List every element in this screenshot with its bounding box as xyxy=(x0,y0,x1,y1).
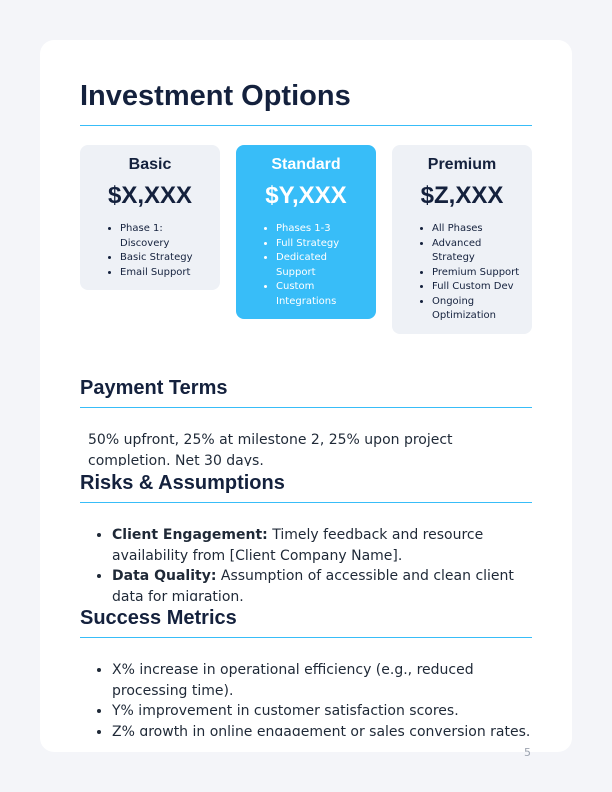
heading: Success Metrics xyxy=(80,607,237,629)
feature: Full Custom Dev xyxy=(432,280,522,295)
tier-name: Premium xyxy=(427,156,497,173)
metric-item: Y% improvement in customer satisfaction … xyxy=(112,701,532,722)
feature: Basic Strategy xyxy=(120,251,210,266)
risk-text: Timely feedback and resource availabilit… xyxy=(112,527,484,564)
tier-price: $Z,XXX xyxy=(420,182,504,209)
tier-card: Premium $Z,XXX All PhasesAdvanced Strategy… xyxy=(392,145,532,334)
rule xyxy=(80,637,532,638)
heading: Risks & Assumptions xyxy=(80,472,285,494)
feature: Advanced Strategy xyxy=(432,237,522,266)
risk-label: Client Engagement: xyxy=(112,527,268,543)
feature: Email Support xyxy=(120,266,210,281)
feature: Premium Support xyxy=(432,266,522,281)
tier-price: $X,XXX xyxy=(107,182,193,209)
tier-card: Standard $Y,XXX Phases 1-3Full StrategyDed… xyxy=(236,145,376,319)
payment-text: 50% upfront, 25% at milestone 2, 25% upo… xyxy=(88,432,453,466)
feature: Dedicated Support xyxy=(276,251,366,280)
feature-list: Phases 1-3Full StrategyDedicated Support… xyxy=(236,222,376,309)
feature-list: All PhasesAdvanced StrategyPremium Suppo… xyxy=(392,222,532,324)
rule xyxy=(80,407,532,408)
heading: Payment Terms xyxy=(80,377,228,399)
feature: All Phases xyxy=(432,222,522,237)
tier-name: Basic xyxy=(128,156,172,173)
rule xyxy=(80,502,532,503)
tier-card: Basic $X,XXX Phase 1: DiscoveryBasic Strat… xyxy=(80,145,220,290)
risk-item: Client Engagement: Timely feedback and r… xyxy=(112,525,532,566)
tier-price: $Y,XXX xyxy=(265,182,347,209)
feature: Phase 1: Discovery xyxy=(120,222,210,251)
tier-name: Standard xyxy=(271,156,341,173)
metric-item: Z% growth in online engagement or sales … xyxy=(112,722,532,737)
title: Investment Options xyxy=(80,80,351,112)
metric-item: X% increase in operational efficiency (e… xyxy=(112,660,532,701)
feature: Full Strategy xyxy=(276,237,366,252)
risks-list: Client Engagement: Timely feedback and r… xyxy=(80,525,532,601)
risk-text: Assumption of accessible and clean clien… xyxy=(112,568,514,601)
feature-list: Phase 1: DiscoveryBasic StrategyEmail Su… xyxy=(80,222,220,280)
feature: Custom Integrations xyxy=(276,280,366,309)
feature: Phases 1-3 xyxy=(276,222,366,237)
metrics-list: X% increase in operational efficiency (e… xyxy=(80,660,532,736)
risk-label: Data Quality: xyxy=(112,568,217,584)
page-number: 5 xyxy=(524,746,531,759)
risk-item: Data Quality: Assumption of accessible a… xyxy=(112,566,532,601)
rule xyxy=(80,125,532,126)
feature: Ongoing Optimization xyxy=(432,295,522,324)
